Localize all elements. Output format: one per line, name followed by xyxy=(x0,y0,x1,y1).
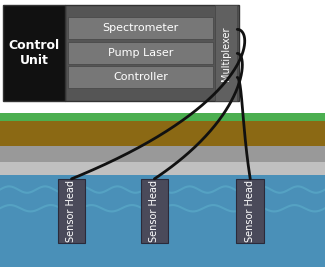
Text: Control
Unit: Control Unit xyxy=(8,40,60,67)
FancyBboxPatch shape xyxy=(68,42,213,64)
FancyBboxPatch shape xyxy=(214,5,237,101)
FancyBboxPatch shape xyxy=(68,66,213,88)
Text: Controller: Controller xyxy=(113,72,168,83)
Text: Multiplexer: Multiplexer xyxy=(221,26,231,81)
FancyBboxPatch shape xyxy=(68,17,213,39)
Bar xyxy=(0,162,325,175)
Text: Pump Laser: Pump Laser xyxy=(108,48,173,58)
Bar xyxy=(0,113,325,121)
FancyBboxPatch shape xyxy=(140,179,168,243)
Text: Spectrometer: Spectrometer xyxy=(102,23,179,33)
Bar xyxy=(0,175,325,267)
Bar xyxy=(0,121,325,146)
FancyBboxPatch shape xyxy=(65,5,239,101)
FancyBboxPatch shape xyxy=(3,5,65,101)
Text: Sensor Head: Sensor Head xyxy=(67,180,76,242)
FancyBboxPatch shape xyxy=(58,179,85,243)
Bar xyxy=(0,146,325,162)
Text: Sensor Head: Sensor Head xyxy=(150,180,159,242)
Text: Sensor Head: Sensor Head xyxy=(245,180,255,242)
FancyBboxPatch shape xyxy=(237,179,264,243)
